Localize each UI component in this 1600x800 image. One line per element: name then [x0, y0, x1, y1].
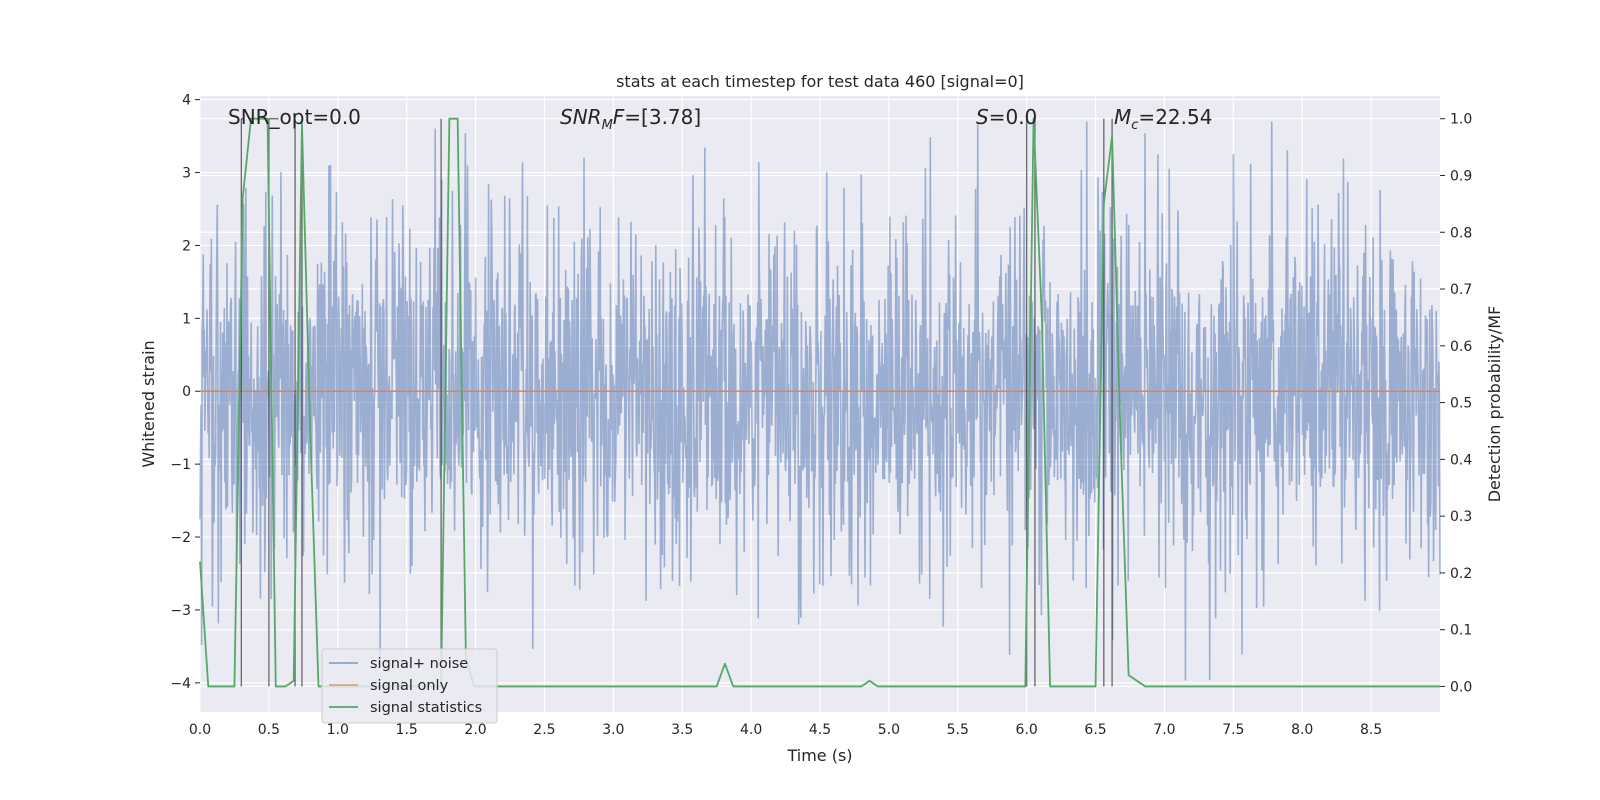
y2-tick-label: 0.3	[1450, 509, 1472, 525]
y-axis-label: Whitened strain	[139, 340, 158, 467]
signal-statistics-layer	[199, 117, 1440, 688]
chart-title: stats at each timestep for test data 460…	[616, 72, 1024, 91]
annotation-snr-opt-value: 0.0	[329, 105, 361, 129]
annotation-snr-opt-label: SNR_opt=	[228, 105, 329, 129]
x-tick-label: 5.0	[878, 722, 900, 738]
annotation-mc-symbol: M	[1114, 105, 1131, 129]
data-layer	[199, 121, 1441, 681]
y-tick-label: −4	[170, 676, 191, 692]
annotation-snr-mf-symbol: SNR	[560, 105, 602, 129]
x-tick-labels: 0.0 0.5 1.0 1.5 2.0 2.5 3.0 3.5 4.0 4.5 5.0 5.5 6.0 6…	[189, 722, 1382, 738]
annotation-snr-mf-value: [3.78]	[641, 105, 701, 129]
annotation-mc: Mc=22.54	[1114, 105, 1212, 133]
legend-label-signal-only: signal only	[370, 678, 449, 694]
y2-tick-label: 0.0	[1450, 679, 1472, 695]
y-tick-label: 3	[182, 166, 191, 182]
y2-tick-label: 0.5	[1450, 396, 1472, 412]
x-tick-label: 3.0	[602, 722, 624, 738]
annotation-snr-opt: SNR_opt=0.0	[228, 105, 361, 129]
annotation-snr-mf-subscript: M	[602, 118, 613, 133]
vertical-markers	[240, 118, 1113, 687]
y-tick-label: −3	[170, 603, 191, 619]
x-tick-label: 5.5	[947, 722, 969, 738]
series-signal-statistics	[199, 117, 1440, 688]
y-tick-labels: 4 3 2 1 0 −1 −2 −3 −4	[170, 93, 200, 692]
x-axis-label: Time (s)	[786, 746, 852, 765]
x-tick-label: 7.0	[1153, 722, 1175, 738]
annotation-mc-after: =	[1138, 105, 1155, 129]
y-tick-label: 2	[182, 238, 191, 254]
x-tick-label: 2.5	[533, 722, 555, 738]
annotation-snr-mf-after: F=	[613, 105, 641, 129]
legend: signal+ noise signal only signal statist…	[321, 648, 498, 724]
legend-label-signal-noise: signal+ noise	[370, 656, 468, 672]
x-tick-label: 2.0	[464, 722, 486, 738]
annotation-mc-subscript: c	[1131, 118, 1138, 133]
y2-tick-label: 0.4	[1450, 452, 1472, 468]
y2-tick-label: 1.0	[1450, 112, 1472, 128]
y-tick-label: −2	[170, 530, 191, 546]
x-tick-label: 6.5	[1084, 722, 1106, 738]
x-tick-label: 4.0	[740, 722, 762, 738]
y2-axis-label: Detection probability/MF	[1485, 306, 1504, 503]
x-tick-label: 0.5	[258, 722, 280, 738]
series-signal-noise	[199, 121, 1441, 681]
annotation-snr-mf: SNRMF=[3.78]	[560, 105, 701, 133]
y2-tick-label: 0.6	[1450, 339, 1472, 355]
y-tick-label: 4	[182, 93, 191, 109]
annotation-s-after: =	[989, 105, 1006, 129]
x-tick-label: 1.5	[396, 722, 418, 738]
x-tick-label: 4.5	[809, 722, 831, 738]
x-tick-label: 3.5	[671, 722, 693, 738]
legend-box	[321, 648, 498, 724]
x-tick-label: 6.0	[1016, 722, 1038, 738]
x-tick-label: 8.5	[1360, 722, 1382, 738]
annotation-s-value: 0.0	[1005, 105, 1037, 129]
y-tick-label: 1	[182, 311, 191, 327]
y2-tick-label: 0.9	[1450, 168, 1472, 184]
annotation-s: S=0.0	[976, 105, 1037, 129]
annotation-mc-value: 22.54	[1155, 105, 1212, 129]
y2-tick-label: 0.2	[1450, 566, 1472, 582]
y2-tick-label: 0.7	[1450, 282, 1472, 298]
y2-tick-label: 0.8	[1450, 225, 1472, 241]
x-tick-label: 8.0	[1291, 722, 1313, 738]
annotation-s-symbol: S	[976, 105, 989, 129]
x-tick-label: 7.5	[1222, 722, 1244, 738]
y-tick-label: 0	[182, 384, 191, 400]
y-tick-label: −1	[170, 457, 191, 473]
x-tick-label: 1.0	[327, 722, 349, 738]
legend-label-signal-statistics: signal statistics	[370, 700, 482, 716]
y2-tick-label: 0.1	[1450, 623, 1472, 639]
y2-tick-labels: 1.0 0.9 0.8 0.7 0.6 0.5 0.4 0.3 0.2 0.1 0.0	[1440, 112, 1472, 695]
x-tick-label: 0.0	[189, 722, 211, 738]
